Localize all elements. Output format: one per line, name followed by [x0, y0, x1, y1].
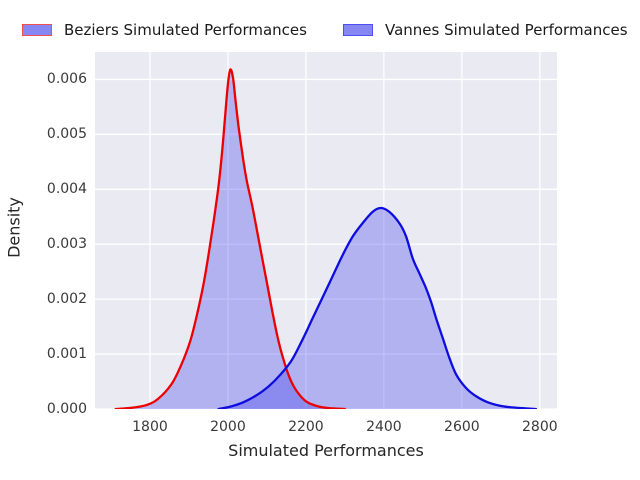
kde-fill-beziers — [115, 69, 345, 409]
legend-label-vannes: Vannes Simulated Performances — [385, 21, 628, 39]
y-tick-label: 0.005 — [46, 126, 87, 143]
y-tick-label: 0.000 — [46, 401, 87, 417]
legend-label-beziers: Beziers Simulated Performances — [64, 21, 307, 39]
y-tick-label: 0.002 — [46, 291, 87, 308]
legend-swatch-beziers — [22, 24, 52, 36]
x-axis-label: Simulated Performances — [228, 441, 424, 460]
x-tick-label: 2600 — [444, 419, 480, 435]
x-tick-label: 2000 — [210, 419, 246, 435]
x-tick-label: 2400 — [366, 419, 402, 435]
y-tick-label: 0.003 — [46, 236, 87, 253]
y-tick-label: 0.004 — [46, 181, 87, 198]
plot-area — [95, 52, 557, 409]
x-tick-label: 2800 — [522, 419, 558, 435]
x-tick-label: 1800 — [132, 419, 168, 435]
y-tick-label: 0.006 — [46, 71, 87, 88]
kde-line-vannes — [217, 206, 538, 409]
kde-fill-vannes — [218, 207, 536, 409]
x-tick-label: 2200 — [288, 419, 324, 435]
y-axis-label: Density — [4, 197, 24, 258]
y-tick-label: 0.001 — [46, 346, 87, 363]
legend-item-vannes: Vannes Simulated Performances — [343, 21, 628, 39]
kde-density-chart — [95, 52, 557, 409]
legend-swatch-vannes — [343, 24, 373, 36]
legend-item-beziers: Beziers Simulated Performances — [22, 21, 307, 39]
